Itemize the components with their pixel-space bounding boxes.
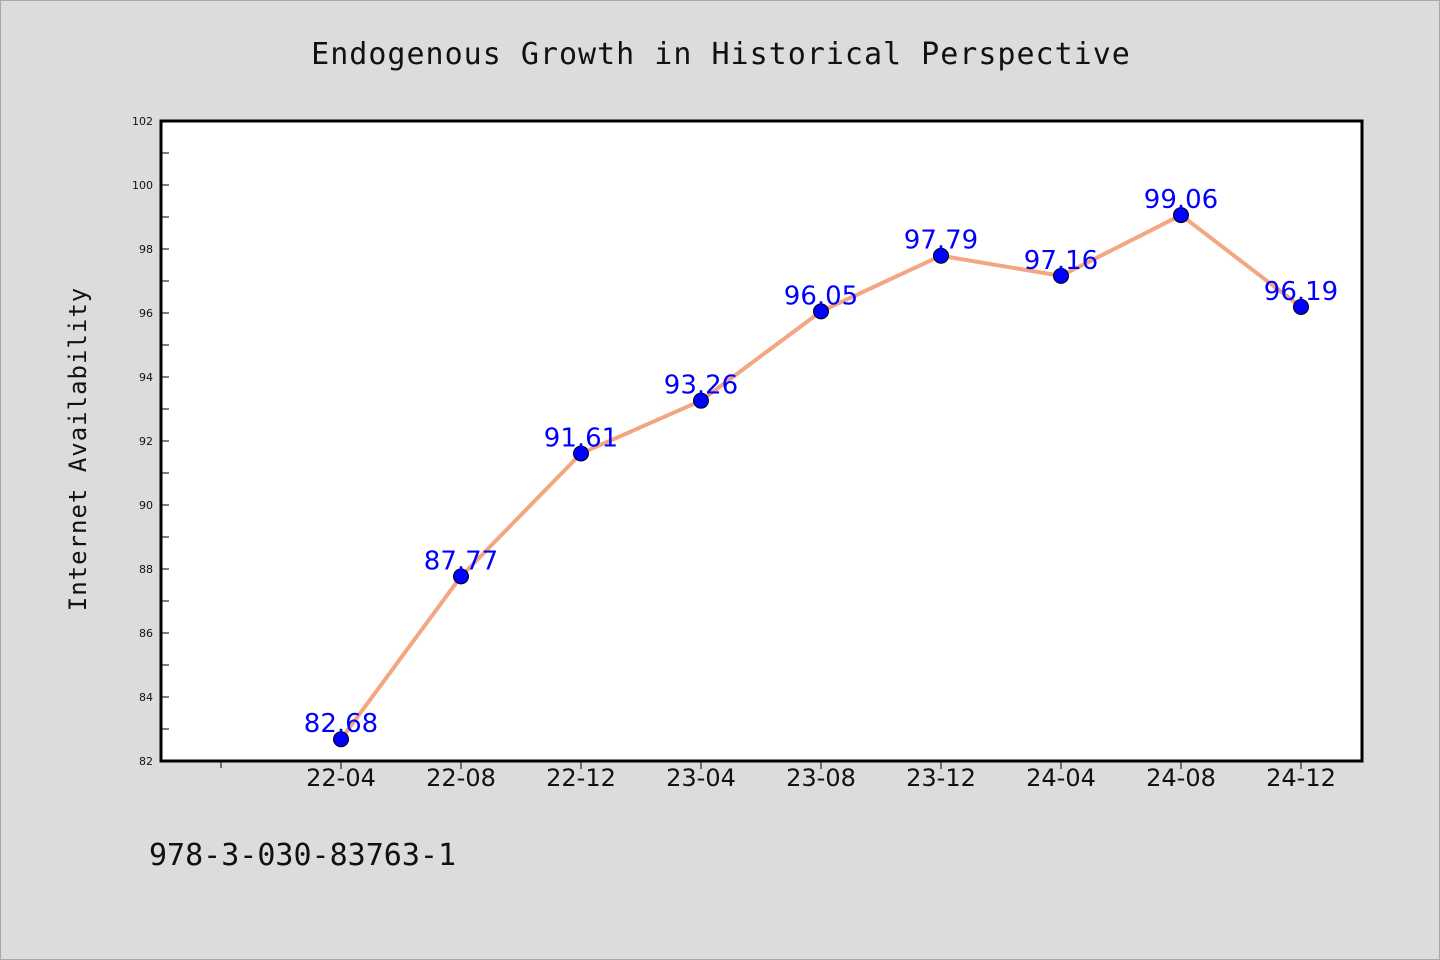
x-tick-label: 22-04: [306, 764, 376, 792]
x-tick-label: 22-08: [426, 764, 496, 792]
data-point: [453, 568, 469, 585]
data-label: 97.79: [904, 226, 978, 256]
y-tick-label: 102: [132, 115, 153, 128]
y-axis-label: Internet Availability: [64, 287, 92, 611]
data-label: 97.16: [1024, 246, 1098, 276]
x-tick-label: 24-08: [1146, 764, 1216, 792]
data-label: 96.19: [1264, 277, 1338, 307]
y-tick-label: 86: [139, 627, 153, 640]
y-tick-label: 100: [132, 179, 153, 192]
x-tick-label: 23-12: [906, 764, 976, 792]
data-point: [1173, 207, 1189, 224]
y-tick-label: 92: [139, 435, 153, 448]
x-tick-label: 23-08: [786, 764, 856, 792]
y-tick-label: 98: [139, 243, 153, 256]
data-label: 99.06: [1144, 185, 1218, 215]
x-tick-label: 24-04: [1026, 764, 1096, 792]
y-tick-label: 88: [139, 563, 153, 576]
x-tick-label: 23-04: [666, 764, 736, 792]
data-label: 82.68: [304, 709, 378, 739]
data-point: [933, 247, 949, 264]
x-axis-ticks: 22-04 22-08 22-12 23-04 23-08 23-12 24-04 24-08…: [306, 760, 1336, 792]
plot-frame: [159, 119, 1364, 763]
y-tick-label: 94: [139, 371, 153, 384]
x-tick-label: 24-12: [1266, 764, 1336, 792]
data-label: 91.61: [544, 423, 618, 453]
data-point: [1293, 298, 1309, 315]
y-tick-label: 90: [139, 499, 153, 512]
data-point: [573, 445, 589, 462]
chart-title: Endogenous Growth in Historical Perspect…: [311, 37, 1131, 72]
data-point: [693, 392, 709, 409]
data-point: [333, 731, 349, 748]
y-tick-label: 82: [139, 755, 153, 768]
y-tick-label: 96: [139, 307, 153, 320]
plot-area: [161, 121, 1362, 761]
data-label: 96.05: [784, 281, 858, 311]
y-axis-ticks: 82 84 86 88 90 92 94 96 98 100 102: [132, 115, 169, 768]
x-tick-label: 22-12: [546, 764, 616, 792]
markers-layer: [333, 207, 1309, 748]
y-tick-label: 84: [139, 691, 153, 704]
data-labels-layer: 82.68 87.77 91.61 93.26 96.05 97.79 97.16 99.06…: [304, 185, 1338, 739]
data-point: [813, 303, 829, 320]
data-point: [1053, 267, 1069, 284]
data-label: 93.26: [664, 371, 738, 401]
isbn-text: 978-3-030-83763-1: [149, 838, 456, 873]
data-label: 87.77: [424, 546, 498, 576]
